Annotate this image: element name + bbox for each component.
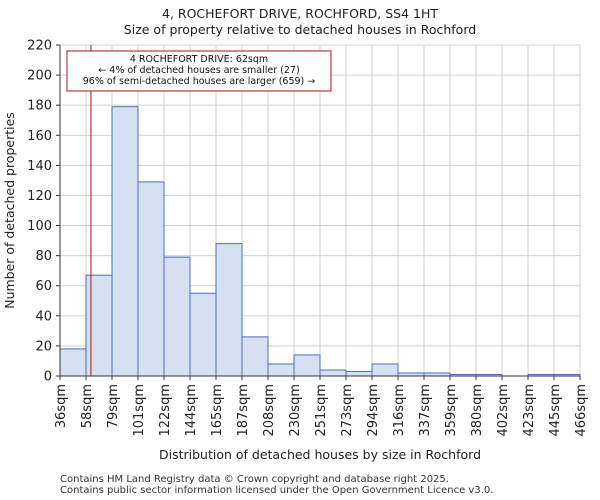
x-axis-title: Distribution of detached houses by size … bbox=[159, 447, 481, 462]
histogram-bar bbox=[215, 243, 243, 377]
footer-line1: Contains HM Land Registry data © Crown c… bbox=[60, 474, 449, 485]
chart-title-line2: Size of property relative to detached ho… bbox=[123, 22, 477, 37]
x-tick-label: 230sqm bbox=[288, 384, 303, 437]
y-tick-label: 120 bbox=[27, 189, 52, 204]
histogram-bar bbox=[85, 274, 113, 377]
x-tick-label: 79sqm bbox=[106, 384, 121, 428]
x-tick-label: 337sqm bbox=[418, 384, 433, 437]
x-tick-label: 402sqm bbox=[496, 384, 511, 437]
x-tick-label: 466sqm bbox=[574, 384, 589, 437]
histogram-bar bbox=[319, 369, 347, 377]
histogram-bar bbox=[111, 106, 139, 377]
x-tick-label: 165sqm bbox=[210, 384, 225, 437]
footer-line2: Contains public sector information licen… bbox=[60, 485, 494, 496]
histogram-bar bbox=[267, 363, 295, 377]
y-axis-title: Number of detached properties bbox=[2, 112, 17, 309]
y-tick-label: 100 bbox=[27, 219, 52, 234]
annotation-line-3: 96% of semi-detached houses are larger (… bbox=[83, 76, 316, 87]
histogram-bar bbox=[59, 348, 87, 377]
x-tick-label: 36sqm bbox=[54, 384, 69, 428]
x-tick-label: 273sqm bbox=[340, 384, 355, 437]
x-tick-label: 101sqm bbox=[132, 384, 147, 437]
chart-title-line1: 4, ROCHEFORT DRIVE, ROCHFORD, SS4 1HT bbox=[162, 6, 438, 21]
histogram-bar bbox=[189, 292, 217, 377]
histogram-bar bbox=[137, 181, 165, 377]
x-tick-label: 380sqm bbox=[470, 384, 485, 437]
x-tick-label: 187sqm bbox=[236, 384, 251, 437]
x-tick-label: 208sqm bbox=[262, 384, 277, 437]
histogram-bar bbox=[371, 363, 399, 377]
histogram-bar bbox=[345, 370, 373, 377]
y-tick-label: 180 bbox=[27, 99, 52, 114]
y-tick-label: 0 bbox=[44, 370, 52, 385]
x-tick-label: 58sqm bbox=[80, 384, 95, 428]
y-tick-label: 220 bbox=[27, 39, 52, 54]
y-tick-label: 140 bbox=[27, 159, 52, 174]
histogram-bar bbox=[241, 336, 269, 377]
annotation-line-1: 4 ROCHEFORT DRIVE: 62sqm bbox=[130, 54, 268, 65]
y-tick-label: 200 bbox=[27, 69, 52, 84]
x-tick-label: 316sqm bbox=[392, 384, 407, 437]
x-tick-label: 359sqm bbox=[444, 384, 459, 437]
annotation-line-2: ← 4% of detached houses are smaller (27) bbox=[98, 65, 299, 76]
x-tick-label: 122sqm bbox=[158, 384, 173, 437]
x-tick-label: 251sqm bbox=[314, 384, 329, 437]
x-tick-label: 294sqm bbox=[366, 384, 381, 437]
annotation-box bbox=[66, 50, 332, 92]
histogram-bar bbox=[163, 256, 191, 377]
y-tick-label: 160 bbox=[27, 129, 52, 144]
x-tick-label: 445sqm bbox=[548, 384, 563, 437]
y-tick-label: 60 bbox=[35, 279, 52, 294]
y-tick-label: 40 bbox=[35, 309, 52, 324]
x-tick-label: 423sqm bbox=[522, 384, 537, 437]
x-tick-label: 144sqm bbox=[184, 384, 199, 437]
histogram-bar bbox=[293, 354, 321, 377]
y-tick-label: 80 bbox=[35, 249, 52, 264]
y-tick-label: 20 bbox=[35, 339, 52, 354]
